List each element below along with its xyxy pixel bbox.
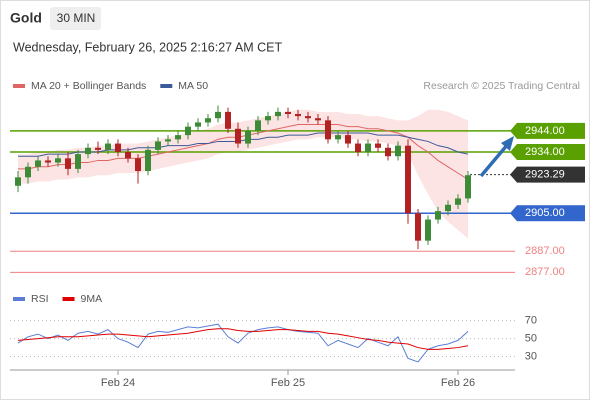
rsi-line <box>17 323 469 363</box>
arrow-head <box>501 136 514 151</box>
level-label-box <box>517 205 585 222</box>
candle-body <box>335 135 341 140</box>
bollinger-band <box>18 109 468 239</box>
legend-label: MA 50 <box>178 80 208 92</box>
candle-body <box>375 143 381 148</box>
candle-body <box>445 204 451 212</box>
candle-body <box>45 160 51 163</box>
candle-body <box>465 175 471 199</box>
candle-body <box>105 143 111 150</box>
candle-body <box>65 158 71 169</box>
legend-swatch <box>160 84 173 88</box>
title: Gold <box>10 10 42 26</box>
candle-body <box>25 166 31 178</box>
candle-body <box>255 120 261 131</box>
candle-body <box>115 143 121 152</box>
legend-label: RSI <box>31 293 49 305</box>
candle-body <box>185 126 191 136</box>
candle-body <box>55 158 61 163</box>
candle-body <box>305 116 311 119</box>
candle-body <box>405 145 411 214</box>
candle-body <box>245 130 251 144</box>
interval-box <box>50 7 101 30</box>
legend-label: 9MA <box>81 293 103 305</box>
legend-swatch <box>13 84 25 88</box>
y-tick-label: 30 <box>525 350 537 362</box>
indicator-line <box>18 124 469 180</box>
level-label-box <box>517 122 585 139</box>
candle-body <box>345 135 351 144</box>
indicator-line <box>18 132 469 157</box>
candle-body <box>125 152 131 159</box>
level-label: 2877.00 <box>525 266 565 278</box>
interval: 30 MIN <box>57 11 96 25</box>
candle-body <box>155 141 161 150</box>
candle-body <box>435 211 441 220</box>
candle-body <box>225 111 231 129</box>
level-label: 2887.00 <box>525 245 565 257</box>
candle-body <box>145 149 151 171</box>
level-label: 2905.00 <box>525 207 565 219</box>
level-label-pointer <box>510 144 517 160</box>
candle-body <box>175 135 181 140</box>
x-tick-label: Feb 26 <box>441 377 475 389</box>
level-label-pointer <box>510 205 517 222</box>
candle-body <box>365 143 371 152</box>
candle-body <box>425 219 431 241</box>
y-tick-label: 50 <box>525 332 537 344</box>
level-label-pointer <box>510 122 517 139</box>
level-label: 2934.00 <box>525 146 565 158</box>
candle-body <box>385 147 391 157</box>
date: Wednesday, February 26, 2025 2:16:27 AM … <box>13 40 282 54</box>
candle-body <box>285 111 291 114</box>
candle-body <box>315 118 321 121</box>
x-tick-label: Feb 25 <box>271 377 305 389</box>
legend-label: MA 20 + Bollinger Bands <box>31 80 146 92</box>
x-tick-label: Feb 24 <box>101 377 135 389</box>
candle-body <box>85 147 91 155</box>
candle-body <box>135 158 141 171</box>
candle-body <box>325 120 331 140</box>
candle-body <box>275 111 281 117</box>
candle-body <box>235 128 241 144</box>
y-tick-label: 70 <box>525 315 537 327</box>
level-label-box <box>517 144 585 160</box>
level-label-box <box>517 166 585 183</box>
arrow <box>479 142 510 178</box>
candle-body <box>415 213 421 241</box>
rsi-line <box>17 328 469 350</box>
candle-body <box>215 111 221 119</box>
candle-body <box>455 198 461 205</box>
candle-body <box>205 118 211 123</box>
candle-body <box>165 139 171 142</box>
candle-body <box>75 154 81 169</box>
candle-body <box>355 143 361 152</box>
candle-body <box>35 160 41 167</box>
level-label: 2944.00 <box>525 125 565 137</box>
candle-body <box>195 122 201 127</box>
legend-swatch <box>62 297 75 301</box>
level-label-pointer <box>510 166 517 183</box>
candle-body <box>395 145 401 157</box>
level-label: 2923.29 <box>525 169 565 181</box>
candle-body <box>295 114 301 117</box>
candle-body <box>95 147 101 150</box>
credit: Research © 2025 Trading Central <box>423 80 580 92</box>
candle-body <box>265 116 271 121</box>
legend-swatch <box>13 297 25 301</box>
candle-body <box>15 177 21 186</box>
